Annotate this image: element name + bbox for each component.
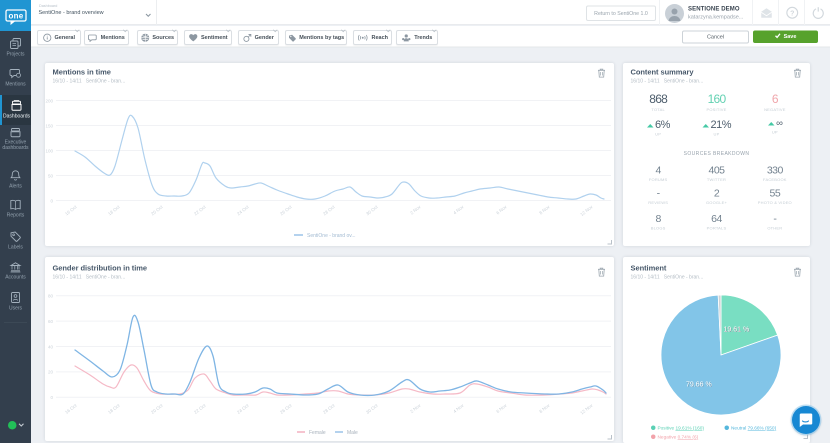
svg-text:200: 200 — [45, 98, 53, 103]
svg-text:22 Oct: 22 Oct — [193, 402, 207, 415]
svg-text:80: 80 — [48, 293, 54, 298]
svg-text:28 Oct: 28 Oct — [322, 402, 336, 415]
svg-text:100: 100 — [45, 148, 53, 153]
svg-text:79.66 %: 79.66 % — [686, 382, 712, 389]
svg-text:18 Oct: 18 Oct — [107, 204, 121, 217]
svg-text:12 Nov: 12 Nov — [579, 402, 594, 415]
svg-text:19.61 %: 19.61 % — [724, 327, 750, 334]
svg-text:4 Nov: 4 Nov — [452, 204, 465, 216]
svg-text:26 Oct: 26 Oct — [279, 402, 293, 415]
svg-text:16 Oct: 16 Oct — [64, 402, 78, 415]
svg-text:2 Nov: 2 Nov — [409, 204, 422, 216]
svg-text:30 Oct: 30 Oct — [365, 204, 379, 217]
svg-text:Male: Male — [347, 430, 358, 436]
svg-text:one: one — [9, 12, 24, 21]
svg-text:22 Oct: 22 Oct — [193, 204, 207, 217]
svg-text:20 Oct: 20 Oct — [150, 204, 164, 217]
svg-text:18 Oct: 18 Oct — [107, 402, 121, 415]
svg-text:30 Oct: 30 Oct — [365, 402, 379, 415]
svg-text:0: 0 — [50, 395, 53, 400]
svg-text:8 Nov: 8 Nov — [538, 204, 551, 216]
svg-text:Female: Female — [309, 430, 326, 436]
svg-text:6 Nov: 6 Nov — [495, 402, 508, 414]
svg-text:150: 150 — [45, 123, 53, 128]
svg-text:4 Nov: 4 Nov — [452, 402, 465, 414]
svg-text:0: 0 — [50, 198, 53, 203]
svg-text:24 Oct: 24 Oct — [236, 402, 250, 415]
svg-text:24 Oct: 24 Oct — [236, 204, 250, 217]
svg-text:50: 50 — [48, 173, 54, 178]
svg-text:?: ? — [790, 10, 794, 17]
svg-text:2 Nov: 2 Nov — [409, 402, 422, 414]
svg-text:6 Nov: 6 Nov — [495, 204, 508, 216]
svg-text:SentiOne - brand ov...: SentiOne - brand ov... — [307, 233, 356, 239]
svg-text:20: 20 — [48, 370, 54, 375]
svg-text:28 Oct: 28 Oct — [322, 204, 336, 217]
svg-text:60: 60 — [48, 319, 54, 324]
svg-text:12 Nov: 12 Nov — [579, 204, 594, 217]
svg-text:20 Oct: 20 Oct — [150, 402, 164, 415]
svg-text:8 Nov: 8 Nov — [538, 402, 551, 414]
svg-text:40: 40 — [48, 344, 54, 349]
svg-text:16 Oct: 16 Oct — [64, 204, 78, 217]
svg-text:19.61 %: 19.61 % — [724, 327, 750, 334]
svg-text:79.66 %: 79.66 % — [687, 382, 713, 389]
svg-text:26 Oct: 26 Oct — [279, 204, 293, 217]
